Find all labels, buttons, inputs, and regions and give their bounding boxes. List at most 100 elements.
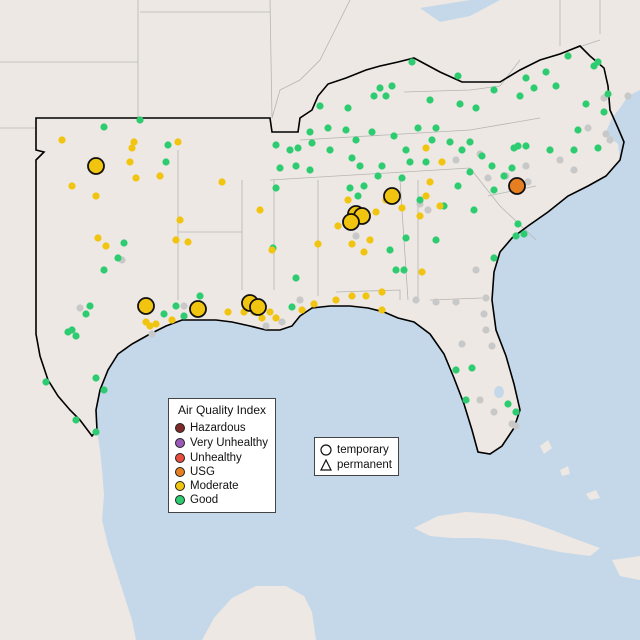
monitor-marker-none[interactable]	[76, 304, 84, 312]
monitor-marker-good[interactable]	[582, 100, 590, 108]
monitor-marker-none[interactable]	[606, 136, 614, 144]
monitor-marker-mod[interactable]	[102, 242, 110, 250]
monitor-marker-none[interactable]	[432, 298, 440, 306]
monitor-marker-mod[interactable]	[218, 178, 226, 186]
monitor-marker-mod[interactable]	[128, 144, 136, 152]
monitor-marker-good[interactable]	[546, 146, 554, 154]
monitor-marker-good[interactable]	[552, 82, 560, 90]
monitor-marker-mod[interactable]	[298, 306, 306, 314]
monitor-marker-good[interactable]	[72, 332, 80, 340]
monitor-marker-mod[interactable]	[378, 288, 386, 296]
monitor-marker-mod[interactable]	[418, 268, 426, 276]
monitor-marker-good[interactable]	[490, 254, 498, 262]
monitor-marker-good[interactable]	[472, 104, 480, 112]
monitor-marker-good[interactable]	[508, 164, 516, 172]
monitor-marker-good[interactable]	[120, 239, 128, 247]
monitor-marker-good[interactable]	[408, 58, 416, 66]
monitor-marker-good[interactable]	[454, 72, 462, 80]
monitor-marker-mod[interactable]	[426, 178, 434, 186]
temporary-monitor-marker-mod[interactable]	[383, 187, 401, 205]
legend-item-permanent[interactable]: permanent	[320, 458, 392, 472]
monitor-marker-mod[interactable]	[126, 158, 134, 166]
monitor-marker-mod[interactable]	[348, 292, 356, 300]
monitor-marker-good[interactable]	[72, 416, 80, 424]
monitor-marker-good[interactable]	[428, 136, 436, 144]
monitor-marker-good[interactable]	[306, 128, 314, 136]
monitor-marker-good[interactable]	[196, 292, 204, 300]
monitor-marker-mod[interactable]	[130, 138, 138, 146]
monitor-marker-mod[interactable]	[332, 296, 340, 304]
monitor-marker-none[interactable]	[482, 326, 490, 334]
monitor-marker-good[interactable]	[500, 172, 508, 180]
monitor-marker-good[interactable]	[288, 303, 296, 311]
monitor-marker-mod[interactable]	[168, 316, 176, 324]
monitor-marker-none[interactable]	[424, 206, 432, 214]
monitor-marker-good[interactable]	[416, 196, 424, 204]
monitor-marker-good[interactable]	[470, 206, 478, 214]
monitor-marker-good[interactable]	[542, 68, 550, 76]
monitor-marker-mod[interactable]	[362, 292, 370, 300]
monitor-marker-good[interactable]	[414, 124, 422, 132]
monitor-marker-mod[interactable]	[58, 136, 66, 144]
monitor-marker-good[interactable]	[100, 386, 108, 394]
monitor-marker-good[interactable]	[452, 366, 460, 374]
monitor-marker-none[interactable]	[278, 318, 286, 326]
monitor-marker-none[interactable]	[352, 232, 360, 240]
monitor-marker-good[interactable]	[400, 266, 408, 274]
monitor-marker-good[interactable]	[356, 162, 364, 170]
monitor-marker-good[interactable]	[164, 141, 172, 149]
monitor-marker-mod[interactable]	[348, 240, 356, 248]
monitor-marker-good[interactable]	[514, 220, 522, 228]
monitor-marker-mod[interactable]	[172, 236, 180, 244]
monitor-marker-good[interactable]	[398, 174, 406, 182]
monitor-marker-good[interactable]	[378, 162, 386, 170]
monitor-marker-good[interactable]	[344, 104, 352, 112]
monitor-marker-mod[interactable]	[224, 308, 232, 316]
monitor-marker-good[interactable]	[100, 266, 108, 274]
monitor-marker-good[interactable]	[456, 100, 464, 108]
monitor-marker-mod[interactable]	[366, 236, 374, 244]
monitor-marker-mod[interactable]	[344, 196, 352, 204]
monitor-marker-good[interactable]	[316, 102, 324, 110]
monitor-marker-good[interactable]	[352, 136, 360, 144]
monitor-marker-good[interactable]	[376, 84, 384, 92]
monitor-marker-good[interactable]	[162, 158, 170, 166]
monitor-marker-mod[interactable]	[422, 192, 430, 200]
monitor-marker-good[interactable]	[594, 58, 602, 66]
monitor-marker-good[interactable]	[432, 124, 440, 132]
monitor-marker-good[interactable]	[594, 144, 602, 152]
monitor-marker-good[interactable]	[600, 108, 608, 116]
temporary-monitor-marker-mod[interactable]	[137, 297, 155, 315]
monitor-marker-mod[interactable]	[174, 138, 182, 146]
monitor-marker-mod[interactable]	[334, 222, 342, 230]
monitor-marker-good[interactable]	[286, 146, 294, 154]
monitor-marker-good[interactable]	[114, 254, 122, 262]
monitor-marker-good[interactable]	[468, 364, 476, 372]
monitor-marker-mod[interactable]	[266, 308, 274, 316]
monitor-marker-good[interactable]	[402, 234, 410, 242]
monitor-marker-good[interactable]	[172, 302, 180, 310]
monitor-marker-good[interactable]	[604, 90, 612, 98]
monitor-marker-good[interactable]	[324, 124, 332, 132]
monitor-marker-good[interactable]	[100, 123, 108, 131]
monitor-marker-good[interactable]	[446, 138, 454, 146]
monitor-marker-mod[interactable]	[378, 306, 386, 314]
monitor-marker-good[interactable]	[402, 146, 410, 154]
monitor-marker-good[interactable]	[308, 139, 316, 147]
monitor-marker-good[interactable]	[516, 92, 524, 100]
monitor-marker-none[interactable]	[452, 156, 460, 164]
monitor-marker-good[interactable]	[406, 158, 414, 166]
monitor-marker-mod[interactable]	[184, 238, 192, 246]
monitor-marker-good[interactable]	[570, 146, 578, 154]
monitor-marker-none[interactable]	[452, 298, 460, 306]
monitor-marker-mod[interactable]	[436, 202, 444, 210]
monitor-marker-good[interactable]	[326, 146, 334, 154]
monitor-marker-mod[interactable]	[398, 204, 406, 212]
monitor-marker-none[interactable]	[624, 92, 632, 100]
monitor-marker-mod[interactable]	[372, 208, 380, 216]
monitor-marker-mod[interactable]	[268, 246, 276, 254]
monitor-marker-good[interactable]	[86, 302, 94, 310]
monitor-marker-none[interactable]	[570, 166, 578, 174]
monitor-marker-good[interactable]	[530, 84, 538, 92]
